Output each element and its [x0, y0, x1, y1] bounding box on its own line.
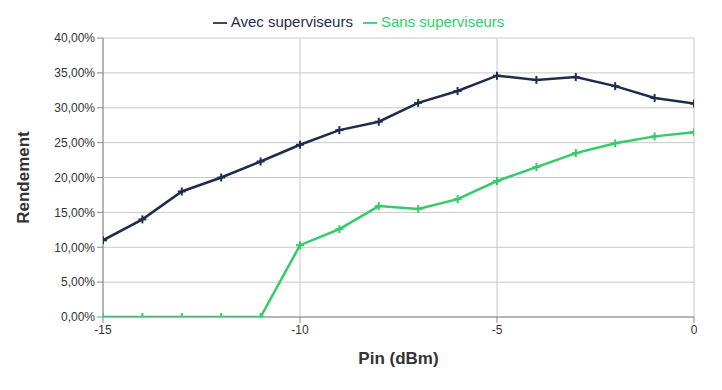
svg-text:20,00%: 20,00% — [54, 171, 95, 185]
svg-text:10,00%: 10,00% — [54, 241, 95, 255]
svg-text:35,00%: 35,00% — [54, 66, 95, 80]
svg-text:5,00%: 5,00% — [61, 275, 95, 289]
svg-text:-15: -15 — [94, 323, 112, 337]
svg-text:25,00%: 25,00% — [54, 136, 95, 150]
svg-text:40,00%: 40,00% — [54, 31, 95, 45]
svg-text:-10: -10 — [291, 323, 309, 337]
svg-text:Rendement: Rendement — [14, 131, 33, 224]
svg-text:30,00%: 30,00% — [54, 101, 95, 115]
html-text:Avec superviseurs: Avec superviseurs — [230, 13, 353, 30]
svg-text:Pin (dBm): Pin (dBm) — [358, 349, 438, 368]
svg-text:-5: -5 — [492, 323, 503, 337]
svg-text:0: 0 — [691, 323, 698, 337]
html-text:Sans superviseurs: Sans superviseurs — [380, 13, 505, 30]
svg-text:15,00%: 15,00% — [54, 206, 95, 220]
svg-text:0,00%: 0,00% — [61, 310, 95, 324]
